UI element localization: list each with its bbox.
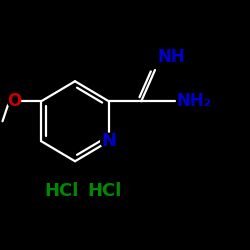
Text: HCl: HCl	[88, 182, 122, 200]
Circle shape	[101, 133, 117, 149]
Text: N: N	[101, 132, 116, 150]
Text: NH: NH	[158, 48, 185, 66]
Circle shape	[8, 95, 20, 108]
Text: NH₂: NH₂	[177, 92, 212, 110]
Text: O: O	[6, 92, 21, 110]
Text: HCl: HCl	[44, 182, 78, 200]
